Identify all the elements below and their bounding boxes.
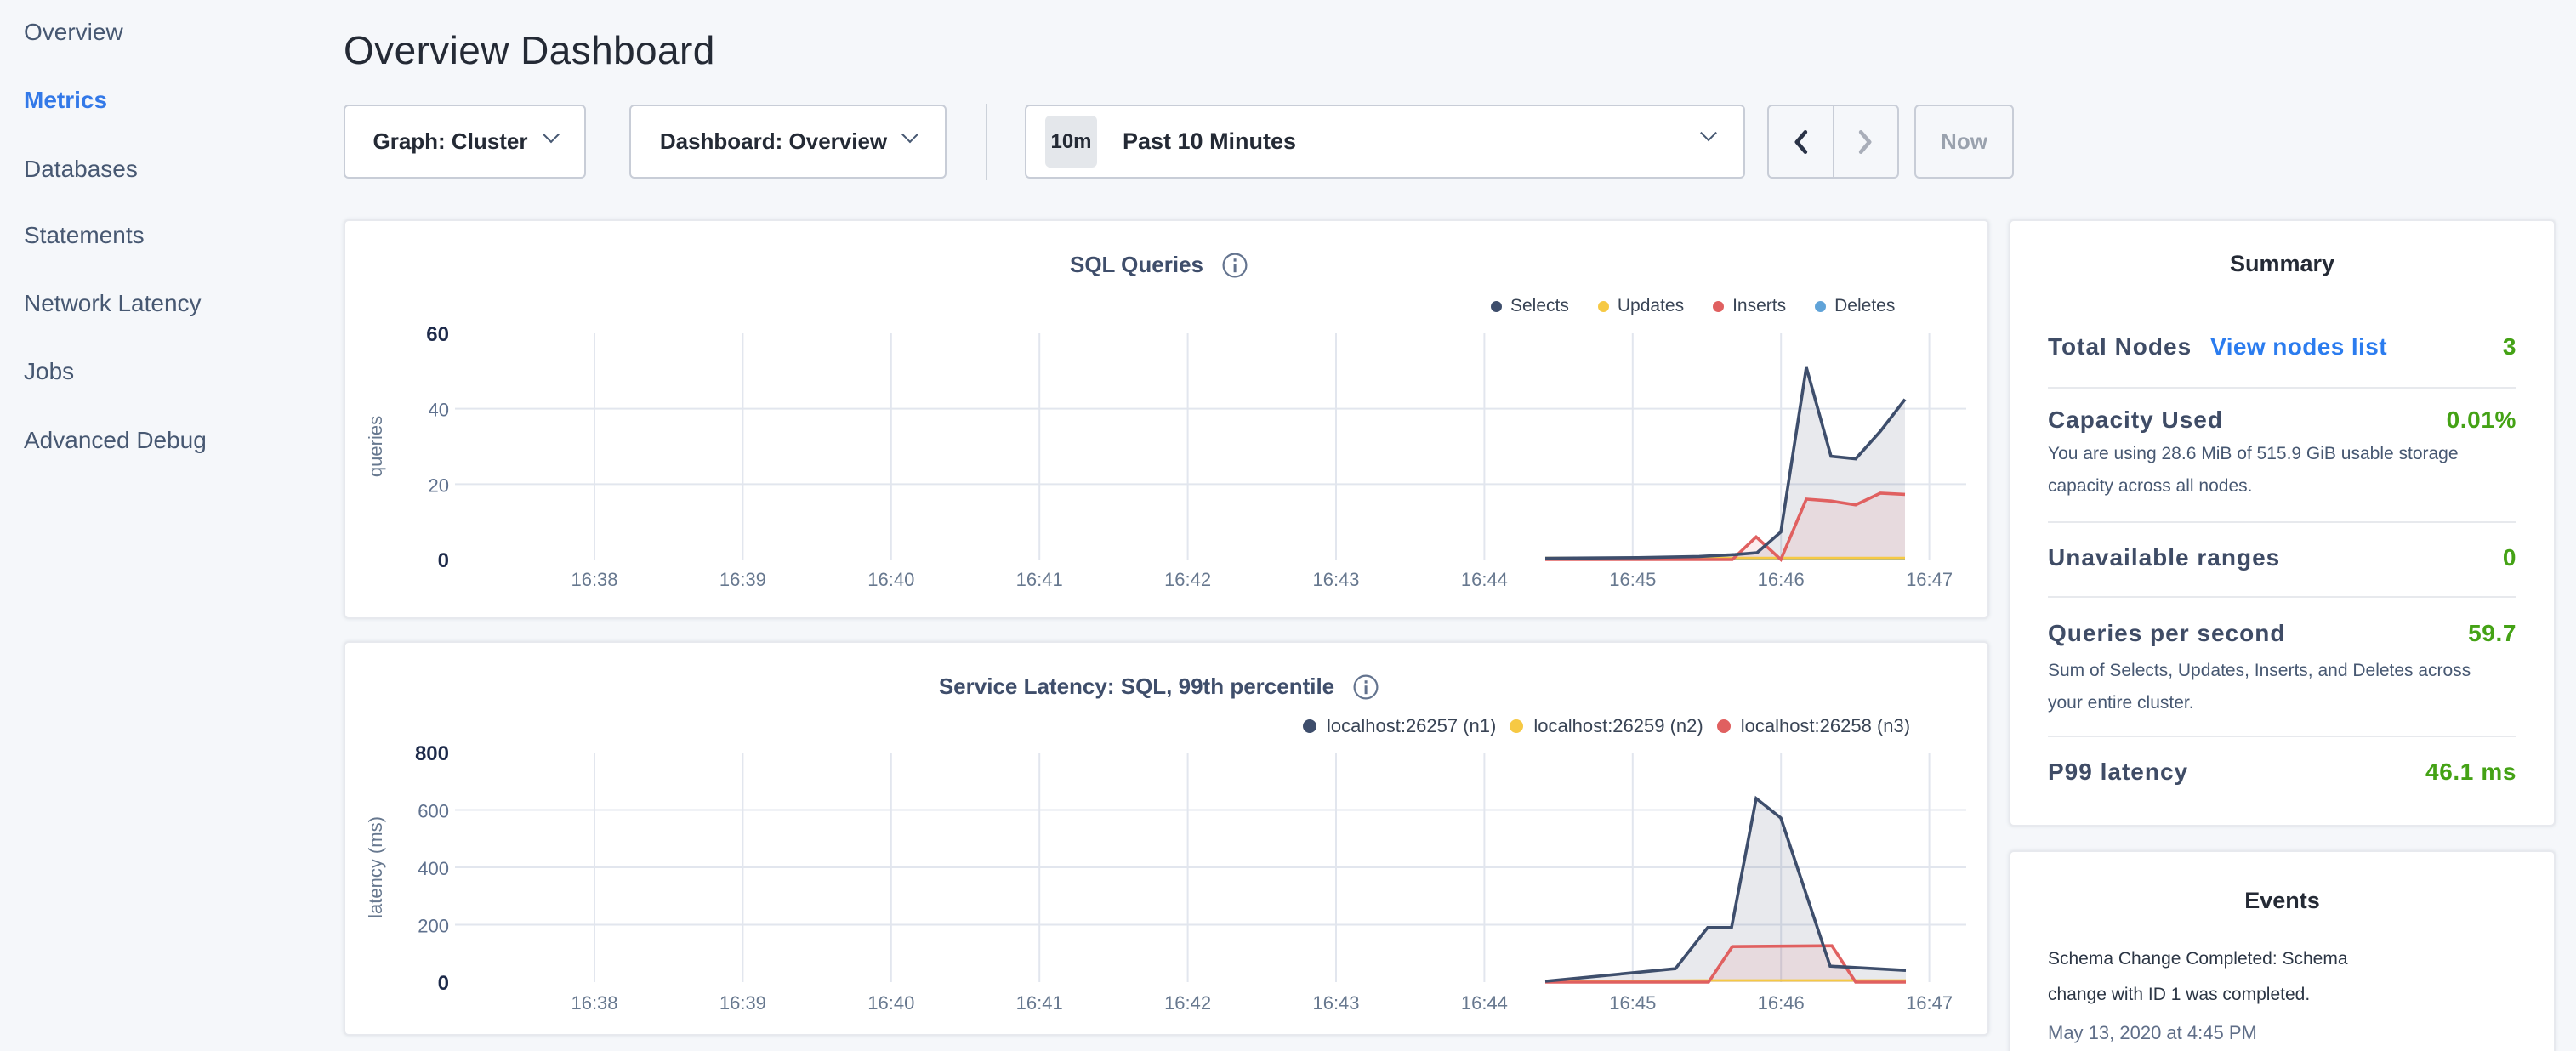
svg-text:16:42: 16:42 xyxy=(1164,569,1211,590)
svg-text:16:38: 16:38 xyxy=(571,992,617,1014)
svg-text:0: 0 xyxy=(438,549,449,572)
svg-text:queries: queries xyxy=(365,416,386,477)
svg-text:16:47: 16:47 xyxy=(1906,992,1953,1014)
svg-text:16:43: 16:43 xyxy=(1312,992,1359,1014)
svg-text:16:46: 16:46 xyxy=(1758,992,1805,1014)
svg-text:16:40: 16:40 xyxy=(867,992,914,1014)
svg-text:400: 400 xyxy=(418,858,449,879)
svg-text:16:42: 16:42 xyxy=(1164,992,1211,1014)
svg-text:0: 0 xyxy=(438,972,449,995)
svg-text:800: 800 xyxy=(415,742,449,765)
svg-text:40: 40 xyxy=(429,400,449,421)
svg-text:16:38: 16:38 xyxy=(571,569,617,590)
svg-text:16:39: 16:39 xyxy=(719,992,766,1014)
svg-text:200: 200 xyxy=(418,916,449,937)
svg-text:16:43: 16:43 xyxy=(1312,569,1359,590)
svg-text:16:44: 16:44 xyxy=(1461,569,1508,590)
svg-text:60: 60 xyxy=(426,323,449,346)
svg-text:16:45: 16:45 xyxy=(1609,992,1656,1014)
svg-text:16:47: 16:47 xyxy=(1906,569,1953,590)
svg-text:16:40: 16:40 xyxy=(867,569,914,590)
svg-text:600: 600 xyxy=(418,801,449,822)
svg-text:20: 20 xyxy=(429,474,449,496)
svg-text:16:46: 16:46 xyxy=(1758,569,1805,590)
svg-text:16:44: 16:44 xyxy=(1461,992,1508,1014)
svg-text:16:39: 16:39 xyxy=(719,569,766,590)
svg-text:latency (ms): latency (ms) xyxy=(365,816,386,918)
svg-text:16:45: 16:45 xyxy=(1609,569,1656,590)
svg-text:16:41: 16:41 xyxy=(1016,569,1063,590)
svg-text:16:41: 16:41 xyxy=(1016,992,1063,1014)
